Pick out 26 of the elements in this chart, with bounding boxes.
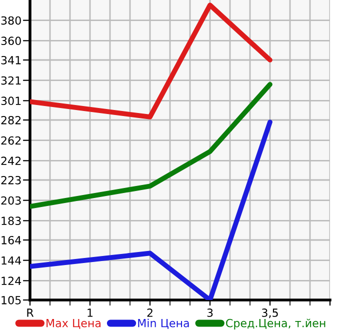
y-tick-label: 124 [2, 276, 22, 285]
x-tick-label: 3 [207, 308, 213, 317]
y-tick-label: 282 [1, 116, 21, 124]
y-tick-label: 262 [1, 136, 21, 145]
legend-label: Сред.Цена, т.йен [226, 318, 326, 330]
line-series [30, 82, 272, 209]
x-tick-label: R [27, 308, 34, 317]
x-tick-label: 2 [147, 308, 152, 317]
line-series [30, 2, 272, 120]
y-tick-label: 183 [2, 216, 21, 226]
y-tick-label: 242 [1, 156, 21, 165]
line-series [30, 120, 272, 300]
y-tick-label: 341 [1, 56, 21, 64]
x-tick-label: 3,5 [262, 308, 278, 318]
y-tick-label: 203 [1, 196, 21, 205]
y-tick-label: 301 [1, 96, 21, 106]
legend-label: Max Цена [46, 319, 101, 329]
y-tick-label: 321 [1, 76, 21, 85]
y-tick-label: 380 [1, 16, 21, 25]
y-tick-label: 144 [2, 256, 22, 265]
legend-label: Min Цена [138, 318, 189, 329]
y-tick-label: 360 [1, 36, 21, 46]
y-tick-label: 223 [1, 176, 21, 184]
x-tick-label: 1 [88, 308, 93, 317]
y-tick-label: 164 [2, 236, 22, 244]
y-tick-label: 105 [2, 296, 21, 304]
